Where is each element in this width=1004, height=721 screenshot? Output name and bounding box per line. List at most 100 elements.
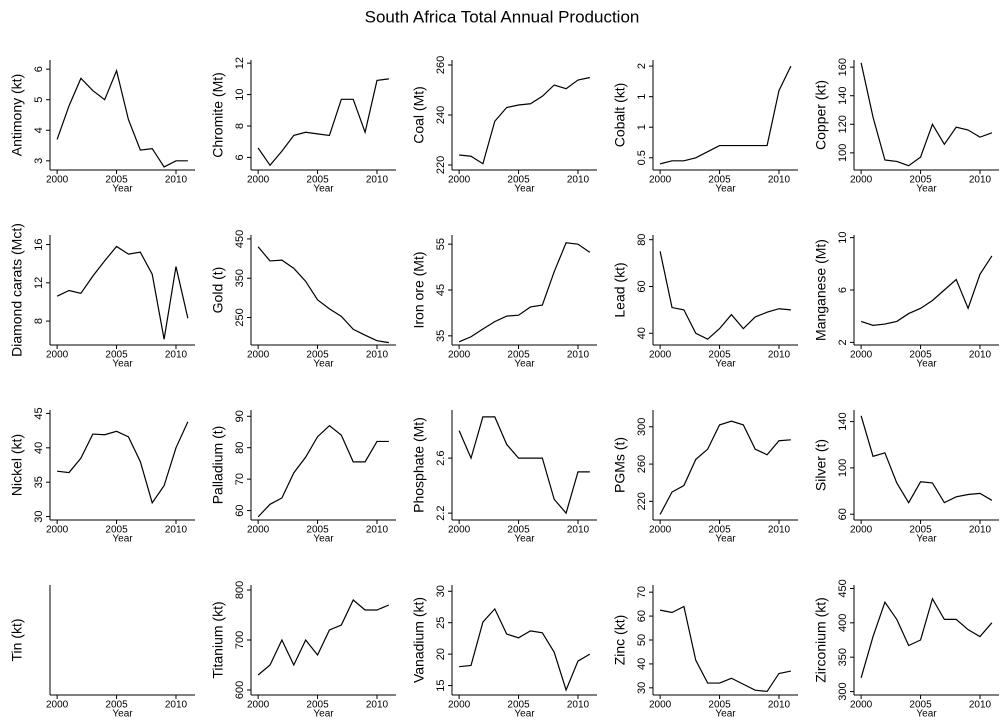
data-line [57, 421, 189, 505]
data-line [860, 597, 993, 678]
x-axis-label: Year [715, 359, 736, 370]
x-axis-label: Year [313, 359, 334, 370]
y-axis-label: Gold (t) [210, 267, 226, 314]
x-tick-label: 2005 [105, 350, 128, 361]
x-axis-label: Year [715, 709, 736, 720]
y-tick-label: 1 [636, 124, 648, 130]
y-tick-label: 250 [234, 308, 246, 326]
x-tick-label: 2005 [105, 175, 128, 186]
x-tick-label: 2010 [768, 350, 791, 361]
y-tick-label: 1 [636, 94, 648, 100]
x-tick-label: 2000 [448, 350, 471, 361]
y-axis-label: Phosphate (Mt) [411, 417, 427, 513]
x-tick-label: 2000 [649, 525, 672, 536]
x-tick-label: 2005 [306, 700, 329, 711]
y-axis-label: Diamond carats (Mct) [9, 223, 25, 357]
x-tick-label: 2005 [708, 175, 731, 186]
x-tick-label: 2000 [448, 525, 471, 536]
x-tick-label: 2005 [909, 175, 932, 186]
x-axis-label: Year [715, 184, 736, 195]
x-tick-label: 2000 [649, 350, 672, 361]
data-line [659, 251, 791, 340]
y-tick-label: 35 [33, 476, 45, 488]
y-axis-label: Coal (Mt) [411, 86, 427, 144]
y-axis-label: Zirconium (kt) [813, 597, 829, 683]
y-tick-label: 16 [33, 238, 45, 250]
x-axis-label: Year [514, 184, 535, 195]
y-axis-label: Manganese (Mt) [813, 239, 829, 341]
data-line [458, 416, 590, 515]
y-axis-label: Iron ore (Mt) [411, 251, 427, 328]
x-tick-label: 2010 [969, 350, 992, 361]
y-tick-label: 300 [636, 418, 648, 436]
x-tick-label: 2010 [768, 525, 791, 536]
y-tick-label: 220 [636, 492, 648, 510]
y-axis-label: Cobalt (kt) [612, 83, 628, 148]
x-tick-label: 2000 [46, 175, 69, 186]
y-tick-label: 5 [33, 97, 45, 103]
chart-title: South Africa Total Annual Production [365, 7, 640, 26]
y-tick-label: 80 [636, 234, 648, 246]
x-tick-label: 2000 [247, 350, 270, 361]
y-tick-label: 260 [636, 455, 648, 473]
x-axis-label: Year [112, 534, 133, 545]
y-tick-label: 25 [435, 617, 447, 629]
y-axis-label: Nickel (kt) [9, 434, 25, 496]
x-tick-label: 2005 [909, 525, 932, 536]
y-axis-label: Copper (kt) [813, 80, 829, 150]
x-tick-label: 2010 [366, 175, 389, 186]
y-tick-label: 60 [234, 504, 246, 516]
data-line [56, 245, 189, 340]
x-tick-label: 2005 [708, 700, 731, 711]
y-tick-label: 30 [33, 510, 45, 522]
x-axis-label: Year [112, 359, 133, 370]
data-line [459, 76, 590, 165]
y-tick-label: 120 [837, 115, 849, 133]
data-line [257, 424, 389, 518]
y-tick-label: 40 [33, 442, 45, 454]
y-tick-label: 30 [636, 682, 648, 694]
x-tick-label: 2000 [247, 175, 270, 186]
data-line [860, 62, 993, 167]
data-line [860, 415, 993, 504]
y-tick-label: 60 [636, 280, 648, 292]
y-axis-label: Antimony (kt) [9, 74, 25, 156]
y-tick-label: 8 [234, 123, 246, 129]
y-tick-label: 70 [636, 586, 648, 598]
x-tick-label: 2010 [969, 525, 992, 536]
y-tick-label: 0.5 [636, 150, 648, 165]
y-tick-label: 100 [837, 144, 849, 162]
x-axis-label: Year [916, 534, 937, 545]
x-tick-label: 2010 [165, 350, 188, 361]
x-tick-label: 2000 [850, 175, 873, 186]
x-tick-label: 2000 [46, 525, 69, 536]
y-tick-label: 55 [435, 238, 447, 250]
data-line [659, 65, 792, 165]
y-tick-label: 4 [33, 127, 45, 133]
data-line [458, 242, 591, 343]
x-tick-label: 2010 [165, 175, 188, 186]
y-tick-label: 3 [33, 158, 45, 164]
x-tick-label: 2005 [507, 350, 530, 361]
y-axis-label: Vanadium (kt) [411, 597, 427, 683]
x-tick-label: 2000 [649, 175, 672, 186]
x-tick-label: 2005 [105, 525, 128, 536]
y-tick-label: 800 [234, 581, 246, 599]
y-tick-label: 100 [837, 459, 849, 477]
x-tick-label: 2000 [247, 525, 270, 536]
y-tick-label: 2.6 [435, 450, 447, 465]
y-tick-label: 35 [435, 330, 447, 342]
y-tick-label: 45 [435, 284, 447, 296]
x-axis-label: Year [112, 184, 133, 195]
x-tick-label: 2010 [969, 700, 992, 711]
x-tick-label: 2000 [850, 525, 873, 536]
x-tick-label: 2010 [366, 700, 389, 711]
x-axis-label: Year [715, 534, 736, 545]
x-tick-label: 2000 [448, 175, 471, 186]
y-tick-label: 30 [435, 585, 447, 597]
y-tick-label: 700 [234, 631, 246, 649]
y-axis-label: Titanium (kt) [210, 601, 226, 678]
y-tick-label: 6 [837, 287, 849, 293]
data-line [860, 255, 993, 326]
y-axis-label: Zinc (kt) [612, 615, 628, 666]
